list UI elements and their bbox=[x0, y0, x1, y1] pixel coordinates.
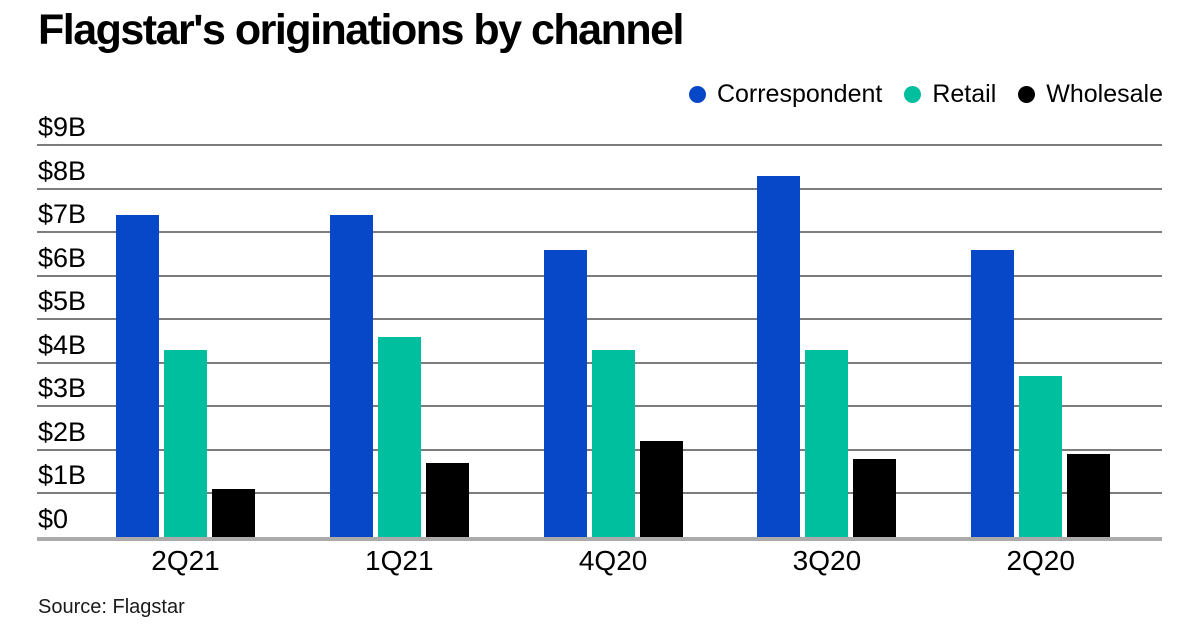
bar-retail-2q20 bbox=[1019, 375, 1063, 537]
y-tick-label-3b: $3B bbox=[38, 373, 87, 404]
source-note: Source: Flagstar bbox=[38, 596, 185, 618]
gridline-6b bbox=[37, 274, 1162, 277]
x-tick-label-3q20: 3Q20 bbox=[792, 545, 862, 576]
legend-marker-wholesale-icon bbox=[1018, 85, 1036, 103]
legend-marker-correspondent-icon bbox=[688, 85, 706, 103]
bar-retail-1q21 bbox=[377, 336, 421, 537]
bar-retail-2q21 bbox=[164, 349, 207, 537]
gridline-8b bbox=[37, 187, 1162, 190]
legend: Correspondent Retail Wholesale bbox=[688, 79, 1163, 109]
bar-correspondent-2q20 bbox=[971, 249, 1015, 537]
legend-item-retail: Retail bbox=[904, 80, 996, 109]
legend-label-correspondent: Correspondent bbox=[716, 79, 883, 108]
y-tick-label-0: $0 bbox=[38, 504, 69, 534]
x-tick-label-2q21: 2Q21 bbox=[151, 545, 220, 576]
bar-wholesale-2q20 bbox=[1067, 454, 1111, 537]
gridline-7b bbox=[37, 231, 1162, 234]
y-tick-label-7b: $7B bbox=[38, 199, 87, 230]
bar-retail-3q20 bbox=[805, 349, 849, 537]
bar-wholesale-4q20 bbox=[639, 441, 683, 537]
bar-wholesale-2q21 bbox=[212, 489, 255, 537]
y-tick-label-9b: $9B bbox=[38, 112, 87, 142]
y-tick-label-6b: $6B bbox=[38, 242, 87, 273]
bar-correspondent-3q20 bbox=[757, 175, 801, 537]
bar-correspondent-4q20 bbox=[543, 249, 587, 537]
y-tick-label-2b: $2B bbox=[38, 416, 87, 447]
y-tick-label-4b: $4B bbox=[38, 329, 87, 360]
x-tick-label-2q20: 2Q20 bbox=[1006, 545, 1075, 576]
bar-wholesale-3q20 bbox=[853, 458, 897, 537]
bar-correspondent-2q21 bbox=[116, 214, 159, 537]
plot-area: $9B $8B $7B $6B $5B $4B $3B $2B $1B $0 bbox=[37, 112, 1162, 541]
legend-item-wholesale: Wholesale bbox=[1018, 80, 1163, 109]
gridline-9b bbox=[37, 144, 1162, 146]
x-tick-label-1q21: 1Q21 bbox=[365, 545, 434, 576]
legend-label-retail: Retail bbox=[932, 79, 997, 108]
gridline-5b bbox=[37, 318, 1162, 321]
chart-title: Flagstar's originations by channel bbox=[38, 6, 684, 54]
x-axis-line bbox=[37, 537, 1162, 541]
bar-correspondent-1q21 bbox=[329, 214, 373, 537]
y-tick-label-5b: $5B bbox=[38, 286, 87, 317]
y-tick-label-8b: $8B bbox=[38, 155, 87, 186]
x-tick-label-4q20: 4Q20 bbox=[578, 545, 648, 576]
legend-marker-retail-icon bbox=[904, 85, 922, 103]
bar-retail-4q20 bbox=[591, 349, 635, 537]
y-tick-label-1b: $1B bbox=[38, 460, 87, 491]
legend-label-wholesale: Wholesale bbox=[1046, 79, 1163, 108]
legend-item-correspondent: Correspondent bbox=[688, 79, 883, 109]
bar-wholesale-1q21 bbox=[425, 463, 469, 537]
